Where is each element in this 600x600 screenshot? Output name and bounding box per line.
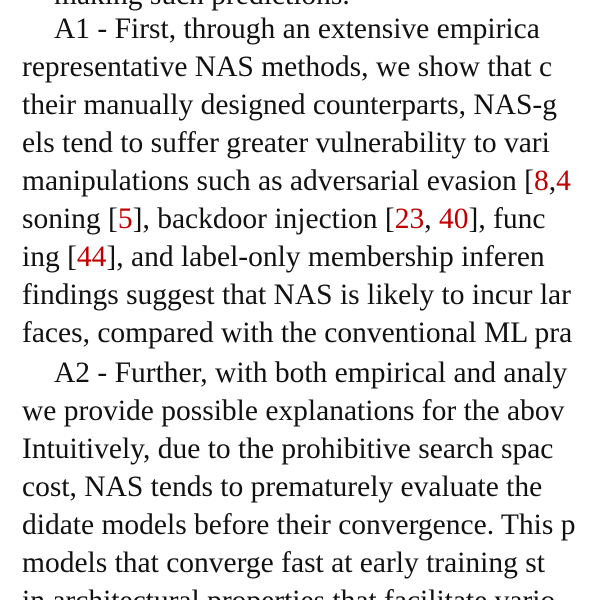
paragraph-a1-line-1: A1 - First, through an extensive empiric…: [54, 13, 540, 45]
paragraph-a2-line-3: Intuitively, due to the prohibitive sear…: [22, 433, 554, 465]
paragraph-a1-line-2: representative NAS methods, we show that…: [22, 51, 553, 83]
paragraph-a1-line-3: their manually designed counterparts, NA…: [22, 89, 557, 121]
text-line-cutoff-top: making such predictions.: [54, 0, 350, 16]
paragraph-a1-line-6: soning [5], backdoor injection [23, 40],…: [22, 202, 546, 240]
paragraph-a2-line-6: models that converge fast at early train…: [22, 547, 545, 579]
text-segment: ], backdoor injection [: [132, 203, 395, 235]
citation-link[interactable]: 23: [394, 203, 425, 235]
text-segment: ], func: [468, 203, 546, 235]
citation-link[interactable]: 40: [439, 203, 469, 235]
text-segment: ing [: [22, 241, 77, 273]
text-segment: ,: [424, 203, 440, 235]
citation-link[interactable]: 8: [534, 165, 549, 197]
paragraph-a2-line-7: in architectural properties that facilit…: [22, 584, 555, 600]
paragraph-a1-line-5: manipulations such as adversarial evasio…: [22, 164, 571, 202]
paragraph-a2-line-2: we provide possible explanations for the…: [22, 395, 565, 427]
paragraph-a1-line-7: ing [44], and label-only membership infe…: [22, 240, 545, 278]
paragraph-a2-line-4: cost, NAS tends to prematurely evaluate …: [22, 471, 543, 503]
text-segment: ], and label-only membership inferen: [106, 241, 545, 273]
text-segment: ,: [548, 165, 557, 197]
citation-link[interactable]: 4: [556, 165, 571, 197]
paragraph-a2-line-1: A2 - Further, with both empirical and an…: [54, 357, 568, 389]
text-segment: manipulations such as adversarial evasio…: [22, 165, 535, 197]
citation-link[interactable]: 44: [76, 241, 107, 273]
paragraph-a2-line-5: didate models before their convergence. …: [22, 509, 576, 541]
citation-link[interactable]: 5: [117, 203, 133, 235]
paragraph-a1-line-4: els tend to suffer greater vulnerability…: [22, 127, 550, 159]
paragraph-a1-line-8: findings suggest that NAS is likely to i…: [22, 279, 571, 311]
paragraph-a1-line-9: faces, compared with the conventional ML…: [22, 317, 573, 349]
text-segment: soning [: [22, 203, 118, 235]
